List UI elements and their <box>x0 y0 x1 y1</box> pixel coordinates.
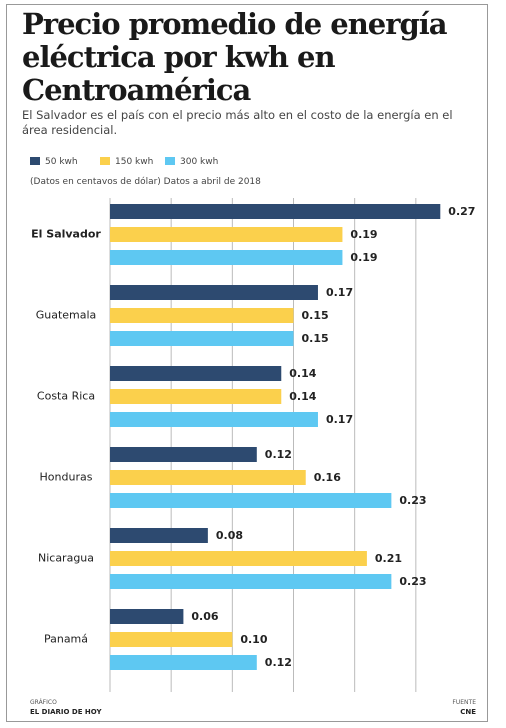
category-label: Costa Rica <box>37 390 95 403</box>
bar <box>110 655 257 670</box>
credit: EL DIARIO DE HOY <box>30 708 102 716</box>
value-label: 0.14 <box>289 367 316 380</box>
bar <box>110 250 343 265</box>
bar <box>110 204 441 219</box>
source-label: FUENTE <box>452 699 476 706</box>
bar <box>110 366 282 381</box>
bar <box>110 331 294 346</box>
frame <box>6 4 488 722</box>
value-label: 0.27 <box>448 205 475 218</box>
legend-swatch <box>165 157 175 165</box>
value-label: 0.08 <box>216 529 243 542</box>
bar <box>110 551 367 566</box>
value-label: 0.23 <box>399 494 426 507</box>
chart-title: Precio promedio de energía eléctrica por… <box>22 7 448 107</box>
bar <box>110 493 392 508</box>
bar <box>110 308 294 323</box>
value-label: 0.14 <box>289 390 316 403</box>
category-label: Nicaragua <box>38 552 94 565</box>
source: CNE <box>460 708 476 716</box>
value-label: 0.06 <box>191 610 218 623</box>
note: (Datos en centavos de dólar) Datos a abr… <box>30 177 261 187</box>
credit-label: GRÁFICO <box>30 699 57 706</box>
bar <box>110 227 343 242</box>
legend-label: 300 kwh <box>180 157 218 167</box>
bar <box>110 470 306 485</box>
chart-subtitle: El Salvador es el país con el precio más… <box>22 108 453 137</box>
value-label: 0.21 <box>375 552 402 565</box>
bar <box>110 447 257 462</box>
legend-swatch <box>100 157 110 165</box>
legend-label: 150 kwh <box>115 157 153 167</box>
value-label: 0.15 <box>302 309 329 322</box>
value-label: 0.17 <box>326 413 353 426</box>
category-label: El Salvador <box>31 228 101 241</box>
value-label: 0.19 <box>350 228 377 241</box>
value-label: 0.19 <box>350 251 377 264</box>
value-label: 0.12 <box>265 448 292 461</box>
category-label: Guatemala <box>36 309 97 322</box>
category-label: Honduras <box>40 471 93 484</box>
bar <box>110 528 208 543</box>
value-label: 0.23 <box>399 575 426 588</box>
value-label: 0.17 <box>326 286 353 299</box>
bar <box>110 632 233 647</box>
bar <box>110 412 318 427</box>
value-label: 0.16 <box>314 471 341 484</box>
legend-swatch <box>30 157 40 165</box>
legend-label: 50 kwh <box>45 157 78 167</box>
value-label: 0.10 <box>240 633 267 646</box>
bar <box>110 574 392 589</box>
value-label: 0.12 <box>265 656 292 669</box>
bar <box>110 285 318 300</box>
value-label: 0.15 <box>302 332 329 345</box>
category-label: Panamá <box>44 633 88 646</box>
bar <box>110 389 282 404</box>
bar <box>110 609 184 624</box>
